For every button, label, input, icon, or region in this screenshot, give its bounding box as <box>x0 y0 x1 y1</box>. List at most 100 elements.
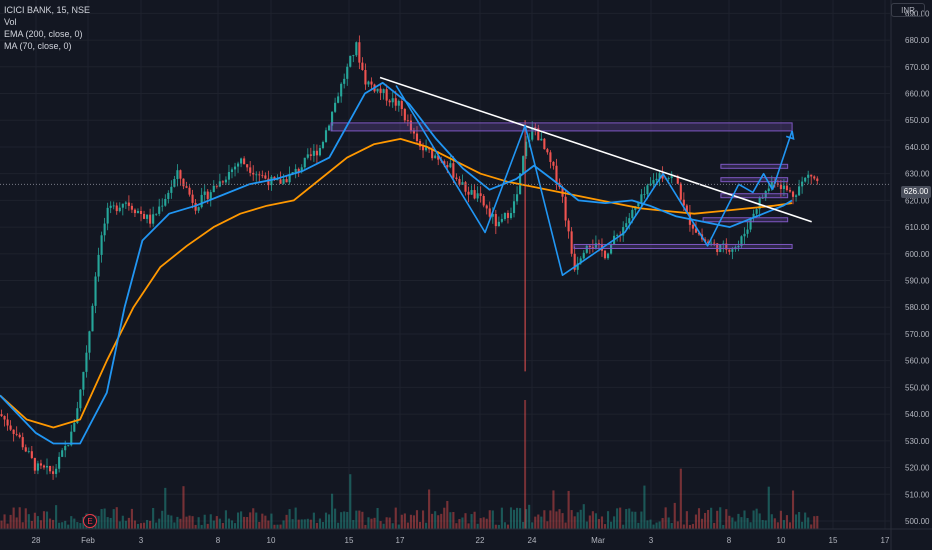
volume-bar <box>164 487 167 529</box>
legend-volume[interactable]: Vol <box>4 17 17 27</box>
volume-bar <box>534 516 537 529</box>
candle-body <box>740 236 743 246</box>
time-tick-label: 3 <box>649 536 654 545</box>
candle-body <box>124 202 127 204</box>
candle-body <box>512 201 516 214</box>
volume-bar <box>567 490 570 529</box>
volume-bar <box>197 517 200 529</box>
candle-body <box>82 371 85 390</box>
candle-body <box>452 163 455 178</box>
volume-bar <box>58 522 61 529</box>
volume-bar <box>352 519 355 529</box>
candle-body <box>555 165 558 183</box>
volume-bar <box>112 509 115 529</box>
volume-bar <box>801 521 804 529</box>
candle-body <box>200 194 203 208</box>
volume-bar <box>616 508 619 529</box>
volume-bar <box>634 511 637 529</box>
volume-bar <box>191 516 194 529</box>
candle-body <box>649 183 652 186</box>
volume-bar <box>673 502 676 529</box>
volume-bar <box>694 514 698 529</box>
volume-bar <box>149 520 152 529</box>
volume-bar <box>682 524 685 529</box>
candle-body <box>449 163 452 168</box>
candle-body <box>785 185 789 191</box>
candle-body <box>631 209 634 219</box>
time-tick-label: 17 <box>396 536 405 545</box>
price-tick-label: 600.00 <box>905 250 930 259</box>
volume-bar <box>367 517 370 529</box>
legend-ma[interactable]: MA (70, close, 0) <box>4 41 72 51</box>
volume-bar <box>130 508 133 529</box>
candle-body <box>816 178 819 182</box>
candle-body <box>503 212 506 219</box>
volume-bar <box>810 524 813 529</box>
candle-body <box>276 179 279 181</box>
candle-body <box>737 245 740 248</box>
volume-bar <box>591 511 594 529</box>
volume-bar <box>655 522 658 529</box>
volume-bar <box>479 518 482 529</box>
candle-body <box>804 177 807 182</box>
candle-body <box>761 197 764 199</box>
volume-bar <box>816 515 819 529</box>
legend-ema[interactable]: EMA (200, close, 0) <box>4 29 83 39</box>
candle-body <box>464 182 467 192</box>
candle-body <box>606 253 610 259</box>
candle-body <box>9 425 12 430</box>
candle-body <box>658 173 661 179</box>
candle-body <box>412 130 416 134</box>
earnings-event-marker[interactable]: E <box>83 514 97 528</box>
volume-bar <box>118 521 121 529</box>
price-tick-label: 570.00 <box>905 330 930 339</box>
volume-bar <box>773 518 776 529</box>
volume-bar <box>142 522 146 529</box>
volume-bar <box>588 515 591 529</box>
candle-body <box>85 352 88 372</box>
candle-body <box>594 243 597 248</box>
volume-bar <box>640 511 643 529</box>
candle-body <box>106 207 109 224</box>
candle-body <box>515 194 519 202</box>
volume-bar <box>361 511 364 529</box>
candle-body <box>385 89 388 101</box>
volume-bar <box>136 523 140 529</box>
volume-bar <box>270 513 273 529</box>
volume-bar <box>431 513 434 529</box>
volume-bar <box>524 400 527 529</box>
volume-bar <box>12 507 15 529</box>
candle-body <box>12 429 15 434</box>
candle-body <box>685 205 688 213</box>
candle-body <box>246 164 249 168</box>
candle-body <box>255 174 258 176</box>
candle-body <box>749 217 752 230</box>
candle-body <box>694 228 698 233</box>
volume-bar <box>291 519 294 529</box>
volume-bar <box>776 522 779 529</box>
candle-body <box>582 252 585 259</box>
candle-body <box>500 218 503 222</box>
currency-label[interactable]: INR <box>891 3 925 17</box>
candle-body <box>321 141 325 149</box>
candle-body <box>294 168 297 173</box>
candle-body <box>764 191 767 198</box>
volume-bar <box>737 513 740 529</box>
time-tick-label: 8 <box>216 536 221 545</box>
volume-bar <box>279 524 282 529</box>
candle-body <box>603 250 607 259</box>
legend-symbol[interactable]: ICICI BANK, 15, NSE <box>4 5 91 15</box>
candle-body <box>743 233 746 237</box>
price-tick-label: 630.00 <box>905 170 930 179</box>
volume-bar <box>785 515 789 529</box>
volume-bar <box>55 505 58 529</box>
volume-bar <box>664 507 667 529</box>
candle-body <box>655 178 658 181</box>
candle-body <box>127 202 130 206</box>
volume-bar <box>670 522 673 529</box>
candle-body <box>91 305 94 332</box>
candle-body <box>461 182 464 185</box>
volume-bar <box>725 509 728 529</box>
candle-body <box>133 209 137 214</box>
